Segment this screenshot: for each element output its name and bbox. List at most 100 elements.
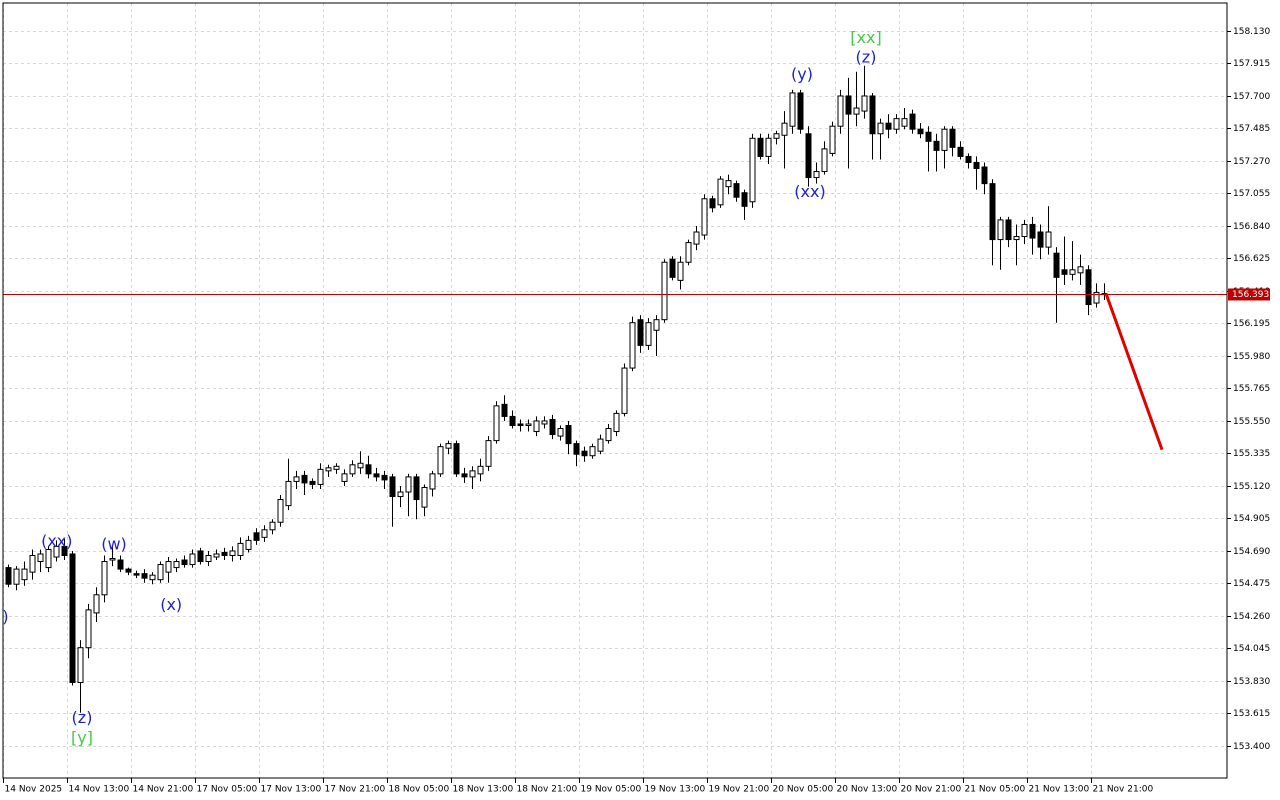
y-tick-label: 157.700 — [1233, 92, 1270, 102]
x-tick-label: 18 Nov 13:00 — [453, 785, 514, 795]
candle-body — [133, 573, 140, 576]
y-tick-label: 156.625 — [1233, 254, 1270, 264]
current-price-label: 156.393 — [1232, 290, 1269, 300]
wave-label: (z) — [72, 708, 93, 727]
candle-body — [549, 418, 556, 436]
candle-body — [125, 568, 132, 573]
candle-body — [445, 443, 452, 449]
candle-body — [333, 465, 340, 470]
wave-label: [y] — [71, 728, 93, 747]
candle-body — [85, 609, 92, 649]
candle-body — [461, 473, 468, 478]
wave-label: (w) — [101, 534, 127, 553]
candle-body — [853, 107, 860, 115]
candle-body — [389, 476, 396, 498]
candle-body — [621, 367, 628, 414]
candle-body — [1085, 269, 1092, 306]
candle-body — [885, 122, 892, 130]
candle-body — [213, 553, 220, 558]
candle-body — [1021, 223, 1028, 238]
candle-body — [101, 561, 108, 596]
candle-body — [861, 95, 868, 112]
candle-body — [765, 137, 772, 157]
candle-body — [773, 133, 780, 139]
x-tick-label: 14 Nov 2025 — [5, 785, 63, 795]
candle-body — [581, 450, 588, 457]
candle-body — [245, 539, 252, 550]
candle-body — [349, 464, 356, 475]
candle-body — [1069, 269, 1076, 275]
candle-body — [53, 545, 60, 558]
candle-body — [397, 491, 404, 498]
wave-label: (y) — [791, 64, 813, 83]
candle-body — [421, 486, 428, 508]
candle-body — [5, 567, 12, 585]
candle-body — [757, 137, 764, 157]
candle-body — [197, 550, 204, 563]
candle-body — [877, 122, 884, 135]
x-tick-label: 20 Nov 13:00 — [837, 785, 898, 795]
candle-body — [725, 180, 732, 188]
y-tick-label: 157.485 — [1233, 124, 1270, 134]
candle-body — [629, 322, 636, 369]
x-tick-label: 17 Nov 13:00 — [261, 785, 322, 795]
candle-body — [741, 192, 748, 207]
y-tick-label: 155.980 — [1233, 352, 1270, 362]
x-tick-label: 18 Nov 05:00 — [389, 785, 450, 795]
x-tick-label: 20 Nov 05:00 — [773, 785, 834, 795]
candle-body — [749, 137, 756, 203]
candle-body — [701, 198, 708, 236]
candle-body — [149, 574, 156, 581]
candle-body — [29, 554, 36, 573]
candle-body — [277, 499, 284, 523]
candle-body — [653, 319, 660, 331]
y-tick-label: 155.550 — [1233, 417, 1270, 427]
candle-body — [173, 561, 180, 569]
y-tick-label: 155.120 — [1233, 482, 1270, 492]
candle-body — [949, 128, 956, 148]
candle-body — [21, 568, 28, 581]
candle-body — [365, 464, 372, 475]
candle-body — [181, 559, 188, 566]
candle-body — [533, 420, 540, 433]
candle-body — [93, 594, 100, 614]
candle-body — [917, 128, 924, 135]
candle-body — [437, 446, 444, 475]
y-tick-label: 153.615 — [1233, 709, 1270, 719]
candle-body — [973, 161, 980, 170]
candle-body — [13, 568, 20, 585]
candle-body — [805, 133, 812, 179]
candle-body — [557, 428, 564, 437]
candle-body — [589, 446, 596, 457]
candle-body — [381, 474, 388, 481]
candle-body — [77, 647, 84, 683]
candle-body — [221, 551, 228, 556]
candle-body — [405, 476, 412, 493]
y-tick-label: 157.270 — [1233, 157, 1270, 167]
candle-body — [909, 113, 916, 130]
y-tick-label: 157.055 — [1233, 189, 1270, 199]
candle-body — [733, 183, 740, 198]
candle-body — [205, 554, 212, 563]
candle-body — [117, 559, 124, 570]
y-tick-label: 155.335 — [1233, 449, 1270, 459]
candle-body — [229, 550, 236, 556]
candle-body — [669, 258, 676, 278]
candle-body — [1013, 236, 1020, 241]
candle-body — [797, 92, 804, 130]
candle-body — [1037, 231, 1044, 248]
candle-body — [1005, 219, 1012, 241]
y-tick-label: 157.915 — [1233, 59, 1270, 69]
candle-body — [893, 118, 900, 130]
candle-body — [485, 440, 492, 467]
candle-body — [685, 242, 692, 263]
forecast-line — [1104, 293, 1164, 451]
candle-body — [61, 545, 68, 556]
candle-body — [677, 261, 684, 281]
candle-body — [789, 92, 796, 127]
x-tick-label: 19 Nov 21:00 — [709, 785, 770, 795]
candle-body — [821, 148, 828, 173]
